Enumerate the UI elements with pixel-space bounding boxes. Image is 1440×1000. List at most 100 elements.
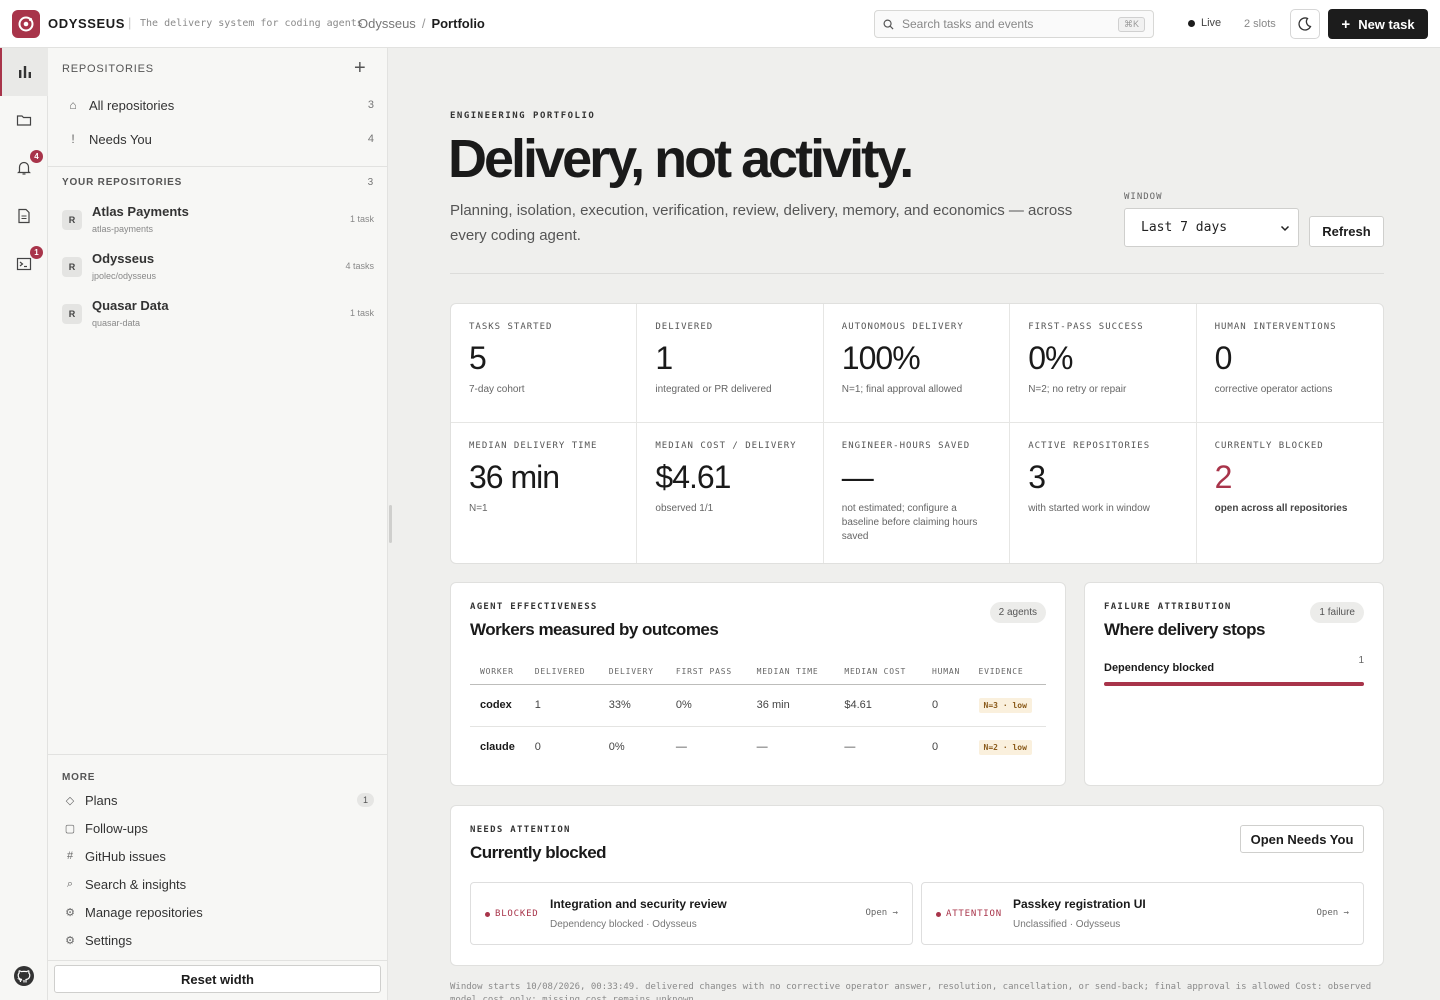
- status-badge: BLOCKED: [485, 909, 539, 919]
- needs-attention-card: NEEDS ATTENTION Currently blocked Open N…: [450, 805, 1384, 966]
- refresh-button[interactable]: Refresh: [1309, 216, 1384, 247]
- main-content: ENGINEERING PORTFOLIO Delivery, not acti…: [394, 48, 1440, 1000]
- search-input[interactable]: Search tasks and events ⌘K: [874, 10, 1154, 38]
- metric-label: AUTONOMOUS DELIVERY: [841, 322, 964, 332]
- table-cell: $4.61: [834, 684, 923, 727]
- metric-label: ENGINEER-HOURS SAVED: [841, 441, 971, 451]
- sidebar-item-all-repositories[interactable]: ⌂ All repositories 3: [62, 92, 374, 118]
- repo-name: Atlas Payments: [92, 204, 189, 219]
- more-header: MORE: [62, 772, 96, 783]
- metric-label: HUMAN INTERVENTIONS: [1214, 322, 1337, 332]
- theme-toggle-button[interactable]: [1290, 9, 1320, 39]
- repo-slug: quasar-data: [92, 318, 141, 328]
- column-header: MEDIAN COST: [834, 660, 923, 685]
- table-cell: 0%: [665, 684, 747, 727]
- rail-repositories[interactable]: [0, 96, 48, 144]
- repo-slug: jpolec/odysseus: [92, 271, 157, 281]
- sidebar-item-count: 4: [367, 133, 374, 145]
- new-task-button[interactable]: + New task: [1328, 9, 1428, 39]
- sidebar-item-needs-you[interactable]: ! Needs You 4: [62, 126, 374, 152]
- agents-count-pill: 2 agents: [989, 602, 1046, 623]
- metric-note: with started work in window: [1028, 503, 1150, 514]
- live-dot-icon: [1188, 19, 1195, 27]
- more-item-settings[interactable]: ⚙ Settings: [62, 929, 374, 951]
- repo-item-atlas-payments[interactable]: R Atlas Payments atlas-payments 1 task: [62, 200, 374, 240]
- metric-value: 100%: [841, 340, 921, 376]
- metric-currently-blocked[interactable]: CURRENTLY BLOCKED 2 open across all repo…: [1197, 423, 1383, 563]
- rail-notifications[interactable]: 4: [0, 144, 48, 192]
- column-header: MEDIAN TIME: [746, 660, 835, 685]
- sidebar-resize-handle[interactable]: [389, 505, 392, 543]
- attention-item-passkey-ui[interactable]: ATTENTION Passkey registration UI Unclas…: [921, 882, 1364, 945]
- failure-count-pill: 1 failure: [1310, 602, 1364, 623]
- more-item-github-issues[interactable]: # GitHub issues: [62, 845, 374, 867]
- header-divider: [450, 273, 1384, 274]
- breadcrumb-root[interactable]: Odysseus: [358, 16, 416, 31]
- add-repository-button[interactable]: +: [354, 57, 366, 79]
- rail-documents[interactable]: [0, 192, 48, 240]
- agent-table: WORKER DELIVERED DELIVERY FIRST PASS MED…: [470, 660, 1046, 768]
- gear-icon: ⚙: [65, 934, 75, 947]
- bell-icon: [17, 161, 31, 175]
- status-dot-icon: [936, 911, 941, 917]
- terminal-badge: 1: [30, 246, 43, 259]
- alert-icon: !: [71, 132, 75, 146]
- rail-terminal[interactable]: 1: [0, 240, 48, 288]
- metric-value: 0%: [1028, 340, 1073, 376]
- footnote: Window starts 10/08/2026, 00:33:49. deli…: [450, 982, 1372, 1000]
- more-item-label: Plans: [85, 792, 118, 808]
- table-cell: 36 min: [746, 684, 835, 727]
- table-row[interactable]: codex 1 33% 0% 36 min $4.61 0 N=3 · low: [470, 684, 1046, 727]
- more-item-manage-repositories[interactable]: ⚙ Manage repositories: [62, 901, 374, 923]
- window-select[interactable]: Last 7 days: [1124, 208, 1299, 247]
- brand-name: ODYSSEUS: [48, 16, 126, 31]
- open-link[interactable]: Open →: [1316, 908, 1349, 918]
- rail-github[interactable]: [0, 952, 48, 1000]
- hash-icon: #: [66, 850, 74, 862]
- card-eyebrow: AGENT EFFECTIVENESS: [470, 602, 598, 612]
- more-item-plans[interactable]: ◇ Plans 1: [62, 789, 374, 811]
- metric-value: $4.61: [655, 459, 731, 495]
- repo-avatar: R: [62, 210, 82, 230]
- moon-icon: [1298, 17, 1312, 31]
- more-item-follow-ups[interactable]: ▢ Follow-ups: [62, 817, 374, 839]
- table-cell: 0%: [608, 741, 625, 754]
- card-title: Currently blocked: [470, 843, 607, 862]
- sidebar-divider: [48, 960, 388, 961]
- column-header: HUMAN: [922, 660, 969, 685]
- open-link[interactable]: Open →: [865, 908, 898, 918]
- more-item-label: Manage repositories: [85, 904, 203, 920]
- repo-item-quasar-data[interactable]: R Quasar Data quasar-data 1 task: [62, 294, 374, 334]
- breadcrumb-separator: /: [421, 16, 426, 31]
- failure-label: Dependency blocked: [1104, 662, 1215, 674]
- failure-bar-fill: [1104, 682, 1364, 686]
- metric-delivered: DELIVERED 1 integrated or PR delivered: [637, 304, 824, 423]
- attention-item-integration-review[interactable]: BLOCKED Integration and security review …: [470, 882, 913, 945]
- metric-label: DELIVERED: [655, 322, 714, 332]
- repo-item-odysseus[interactable]: R Odysseus jpolec/odysseus 4 tasks: [62, 247, 374, 287]
- more-item-search-insights[interactable]: ⌕ Search & insights: [62, 873, 374, 895]
- logo-icon[interactable]: [12, 10, 40, 38]
- more-item-label: Follow-ups: [85, 820, 148, 836]
- diamond-icon: ◇: [65, 794, 75, 807]
- evidence-cell: N=2 · low: [969, 726, 1046, 768]
- agent-effectiveness-card: AGENT EFFECTIVENESS Workers measured by …: [450, 582, 1066, 786]
- plus-icon: +: [1341, 15, 1351, 33]
- table-cell: —: [844, 741, 856, 754]
- your-repositories-count: 3: [367, 177, 374, 188]
- metric-median-cost: MEDIAN COST / DELIVERY $4.61 observed 1/…: [637, 423, 824, 563]
- column-header: DELIVERY: [598, 660, 666, 685]
- column-header: EVIDENCE: [968, 660, 1046, 685]
- slots-count: 2 slots: [1244, 18, 1276, 30]
- column-header: DELIVERED: [524, 660, 599, 685]
- rail-portfolio[interactable]: [0, 48, 48, 96]
- reset-width-button[interactable]: Reset width: [54, 965, 381, 993]
- metric-value: 0: [1214, 340, 1233, 376]
- table-cell: —: [675, 741, 687, 754]
- table-row[interactable]: claude 0 0% — — — 0 N=2 · low: [470, 726, 1046, 768]
- open-needs-you-button[interactable]: Open Needs You: [1240, 825, 1364, 853]
- metric-note: open across all repositories: [1214, 503, 1348, 514]
- icon-rail: 4 1: [0, 48, 48, 1000]
- card-eyebrow: FAILURE ATTRIBUTION: [1104, 602, 1232, 612]
- metric-first-pass-success: FIRST-PASS SUCCESS 0% N=2; no retry or r…: [1010, 304, 1197, 423]
